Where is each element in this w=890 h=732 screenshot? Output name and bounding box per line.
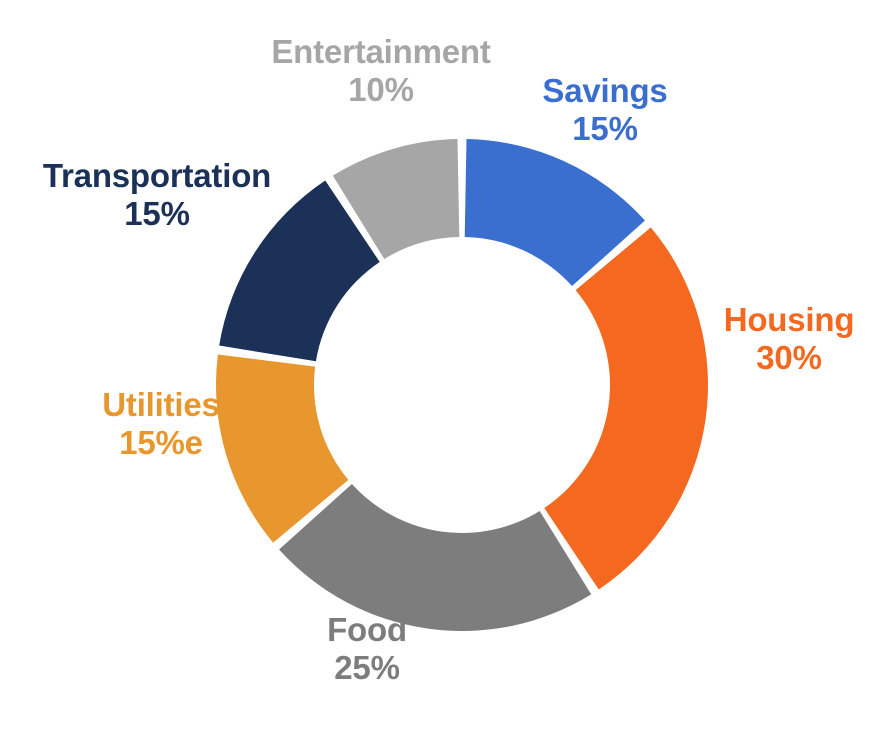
slice-label-savings-value: 15% bbox=[572, 109, 638, 147]
slice-label-food-name: Food bbox=[327, 611, 407, 648]
slice-label-transportation: Transportation 15% bbox=[12, 157, 302, 232]
donut-slice-entertainment[interactable] bbox=[332, 139, 460, 260]
donut-slice-group bbox=[215, 139, 709, 631]
slice-label-savings-name: Savings bbox=[542, 72, 668, 109]
donut-slice-utilities[interactable] bbox=[215, 354, 349, 543]
slice-label-housing-value: 30% bbox=[756, 338, 822, 376]
slice-label-food: Food 25% bbox=[272, 611, 462, 686]
donut-slice-savings[interactable] bbox=[464, 139, 645, 287]
slice-label-savings: Savings 15% bbox=[505, 72, 705, 147]
slice-label-utilities: Utilities 15%e bbox=[63, 386, 259, 461]
slice-label-housing-name: Housing bbox=[723, 301, 855, 338]
donut-slice-housing[interactable] bbox=[544, 227, 709, 590]
slice-label-food-value: 25% bbox=[334, 648, 400, 686]
donut-slice-food[interactable] bbox=[279, 483, 592, 631]
donut-slice-transportation[interactable] bbox=[219, 180, 380, 362]
slice-label-utilities-name: Utilities bbox=[102, 386, 220, 423]
slice-label-transportation-name: Transportation bbox=[42, 157, 272, 194]
slice-label-entertainment-name: Entertainment bbox=[271, 33, 491, 70]
slice-label-entertainment-value: 10% bbox=[348, 70, 414, 108]
slice-label-transportation-value: 15% bbox=[124, 194, 190, 232]
slice-label-housing: Housing 30% bbox=[697, 301, 881, 376]
slice-label-entertainment: Entertainment 10% bbox=[236, 33, 526, 108]
slice-label-utilities-value: 15%e bbox=[119, 423, 203, 461]
